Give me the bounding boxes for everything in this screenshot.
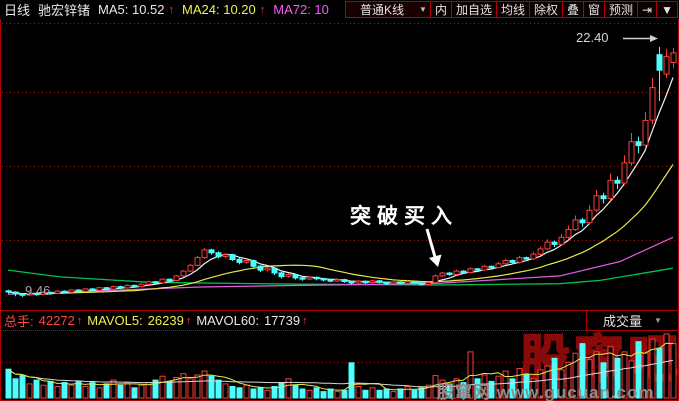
high-price-label: 22.40 [576,30,609,45]
ma5-trend-up-icon: ↑ [168,3,175,16]
volume-header-bar: 总手: 42272 ↑ MAVOL5: 26239 ↑ MAVOL60: 177… [1,310,679,331]
breakout-buy-annotation: 突破买入 [350,205,458,228]
ma72-value: MA72: 10 [273,2,329,17]
mavol5-value: 26239 [147,313,184,328]
toolbar-button-forecast[interactable]: 预测 [604,1,639,18]
mavol5-label: MAVOL5: [87,313,143,328]
chevron-down-icon[interactable]: ▼ [419,5,427,14]
toolbar-button-exclude-rights[interactable]: 除权 [528,1,563,18]
ma24-trend-up-icon: ↑ [259,3,266,16]
chevron-down-icon[interactable]: ▼ [654,316,662,325]
ma5-value: MA5: 10.52 [98,2,165,17]
low-price-label: 9.46 [25,283,51,298]
period-label[interactable]: 日线 [4,3,31,18]
stock-name[interactable]: 驰宏锌锗 [38,3,91,18]
toolbar-button-nei[interactable]: 内 [429,1,452,18]
collapse-panel-icon[interactable]: ⇥ [637,1,658,18]
mavol60-label: MAVOL60: [196,313,259,328]
toolbar-button-window[interactable]: 窗 [583,1,606,18]
zongshou-trend-up-icon: ↑ [76,314,83,327]
header-bar: 日线 驰宏锌锗 MA5: 10.52 ↑ MA24: 10.20 ↑ MA72:… [0,0,679,19]
zongshou-value: 42272 [38,313,75,328]
volume-pane-title: 成交量 [603,314,643,329]
ma24-value: MA24: 10.20 [182,2,256,17]
toolbar-button-overlay[interactable]: 叠 [562,1,585,18]
kline-type-label: 普通K线 [359,3,404,17]
mavol60-value: 17739 [263,313,301,328]
zongshou-label: 总手: [4,314,34,329]
mavol60-trend-up-icon: ↑ [302,314,308,327]
watermark-text: 股窜网 www.gucuan.com [437,383,655,401]
toolbar-button-add-watchlist[interactable]: 加自选 [450,1,497,18]
kline-type-selector[interactable]: 普通K线 ▼ [344,1,431,18]
main-chart-canvas[interactable] [1,20,678,310]
toolbar-dropdown-icon[interactable]: ▼ [656,1,678,18]
header-indicators: 日线 驰宏锌锗 MA5: 10.52 ↑ MA24: 10.20 ↑ MA72:… [4,0,329,19]
mavol5-trend-up-icon: ↑ [185,314,192,327]
toolbar-button-ma-lines[interactable]: 均线 [495,1,530,18]
volume-pane-selector[interactable]: 成交量 ▼ [586,310,679,331]
toolbar: 普通K线 ▼ 内 加自选 均线 除权 叠 窗 预测 ⇥ ▼ [344,1,678,18]
